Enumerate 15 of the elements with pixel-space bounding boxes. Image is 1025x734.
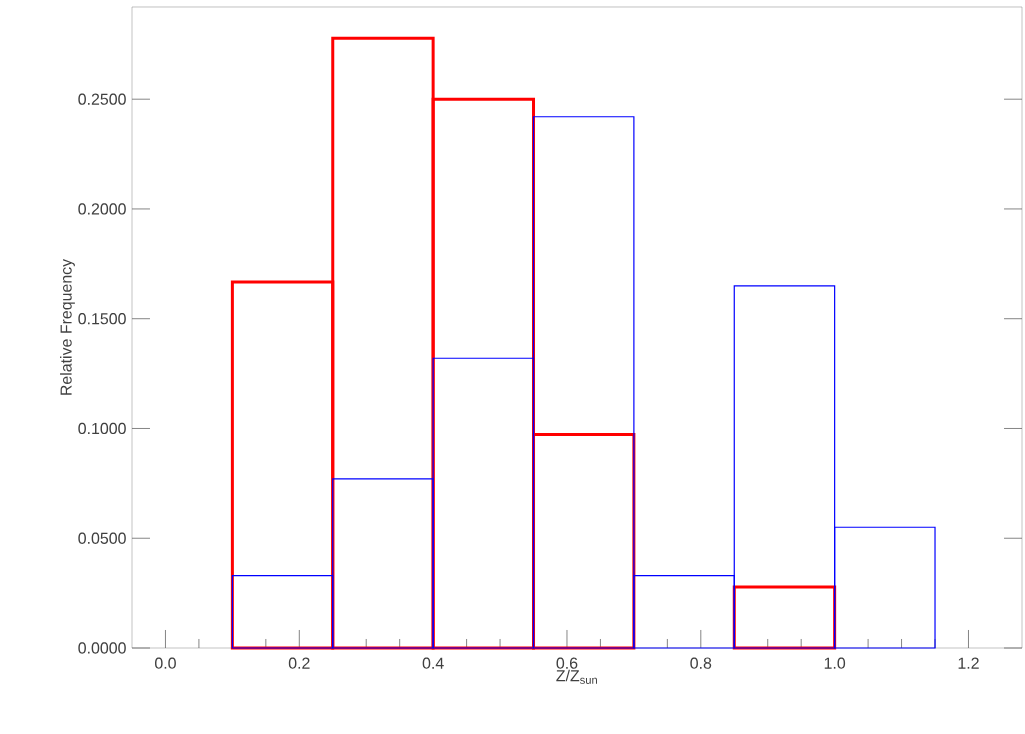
y-tick-label: 0.2000 (78, 203, 126, 215)
x-tick-label: 1.0 (824, 657, 846, 669)
y-tick-label: 0.0500 (78, 532, 126, 544)
y-axis-title: Relative Frequency (60, 258, 75, 395)
y-tick-label: 0.0000 (78, 642, 126, 654)
x-tick-label: 1.2 (958, 657, 979, 669)
y-tick-label: 0.2500 (78, 93, 126, 105)
y-tick-label: 0.1000 (78, 422, 126, 435)
x-tick-label: 0.6 (556, 657, 578, 669)
x-axis-title: Z/Z$_{sun}$ (556, 669, 597, 684)
x-tick-label: 0.2 (288, 657, 310, 669)
x-tick-label: 0.4 (422, 657, 444, 669)
x-tick-label: 0.8 (690, 657, 712, 669)
x-tick-label: 0.0 (155, 657, 176, 669)
y-tick-label: 0.1500 (78, 313, 126, 325)
